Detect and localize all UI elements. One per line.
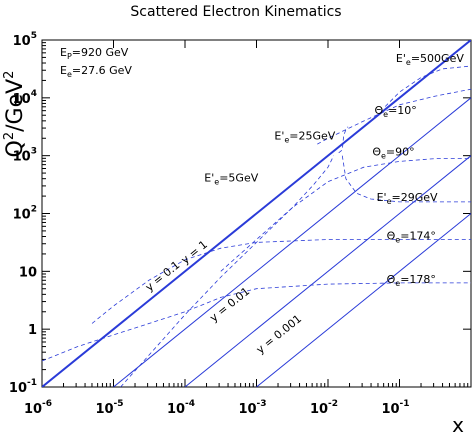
- line-label-y-0-001: y = 0.001: [254, 312, 304, 356]
- series-line-y-0-1: [113, 97, 471, 387]
- y-axis-title-unit: /GeV: [3, 79, 28, 132]
- y-axis-title-sup: 2: [2, 132, 17, 140]
- beam-info: EP=920 GeV Ee=27.6 GeV: [60, 46, 132, 79]
- series-line-e-e-29gev: [341, 155, 471, 203]
- curve-label-e-e-25gev: E'e=25GeV: [274, 129, 335, 144]
- series-line-e-174: [91, 239, 471, 324]
- y-tick-label: 10-1: [9, 378, 37, 396]
- y-tick-label: 104: [13, 89, 37, 107]
- series-line-y-0-01: [184, 155, 471, 387]
- x-tick-label: 10-6: [24, 399, 52, 417]
- series-group: [42, 40, 471, 387]
- curve-label-e-e-29gev: E'e=29GeV: [377, 191, 438, 206]
- x-tick-label: 10-2: [310, 399, 338, 417]
- y-tick-label: 10: [19, 265, 37, 280]
- y-tick-label: 1: [28, 323, 37, 338]
- y-tick-label: 105: [13, 31, 37, 49]
- line-label-y-0-01: y = 0.01: [207, 285, 252, 325]
- series-line-e-e-500gev: [384, 65, 471, 107]
- series-line-y-1: [42, 40, 471, 387]
- curve-label-e-178: Θe=178°: [387, 273, 436, 288]
- y-axis-title: Q2/GeV2: [2, 71, 28, 158]
- curve-label-e-90: Θe=90°: [372, 146, 414, 161]
- beam-info-line: EP=920 GeV: [60, 46, 129, 61]
- series-line-e-e-5gev: [120, 155, 335, 387]
- series-line-e-90: [220, 158, 471, 272]
- y-tick-label: 103: [13, 147, 37, 165]
- axis-ticks: [41, 39, 472, 388]
- y-axis-title-unit-sup: 2: [2, 71, 17, 79]
- y-tick-labels: 10-1 1 10 102 103 104 105: [9, 31, 37, 396]
- curve-label-e-e-500gev: E'e=500GeV: [396, 52, 464, 67]
- line-label-y-1: y = 1: [179, 238, 210, 267]
- y-axis-title-main: Q: [3, 140, 28, 157]
- curve-label-e-e-5gev: E'e=5GeV: [204, 172, 258, 187]
- x-tick-label: 10-4: [167, 399, 195, 417]
- series-line-y-0-001: [256, 213, 471, 387]
- svg-text:Q2/GeV2: Q2/GeV2: [2, 71, 28, 158]
- series-line-e-178: [42, 282, 471, 362]
- plot-area: y = 1y = 0.1y = 0.01y = 0.001E'e=500GeVΘ…: [41, 39, 472, 388]
- x-axis-title: x: [452, 413, 464, 436]
- beam-info-line: Ee=27.6 GeV: [60, 64, 132, 79]
- chart-title: Scattered Electron Kinematics: [130, 4, 341, 20]
- x-tick-labels: 10-6 10-5 10-4 10-3 10-2 10-1: [24, 399, 410, 417]
- curve-label-e-174: Θe=174°: [387, 230, 436, 245]
- series-line-e-e-25gev: [338, 126, 349, 154]
- y-tick-label: 102: [13, 205, 37, 223]
- x-tick-label: 10-1: [381, 399, 409, 417]
- series-line-e-10: [317, 88, 471, 145]
- x-tick-label: 10-3: [238, 399, 266, 417]
- curve-label-e-10: Θe=10°: [374, 104, 416, 119]
- x-tick-label: 10-5: [95, 399, 123, 417]
